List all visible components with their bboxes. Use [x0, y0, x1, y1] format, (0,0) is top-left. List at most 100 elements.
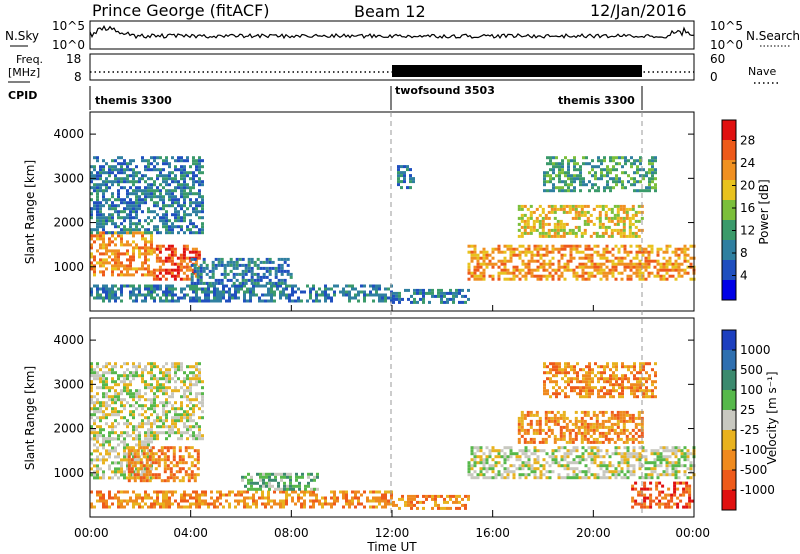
velocity-cell [93, 449, 96, 453]
velocity-cell [144, 398, 147, 402]
power-cell [623, 262, 627, 266]
velocity-cell [93, 428, 96, 432]
velocity-cell [90, 467, 93, 471]
power-cell [544, 216, 548, 220]
power-cell [584, 247, 588, 251]
velocity-cell [526, 410, 530, 414]
velocity-cell [638, 455, 642, 459]
power-cell [96, 159, 99, 163]
power-cell [195, 207, 198, 211]
power-cell [524, 250, 528, 254]
noise-right-label: N.Search [746, 29, 800, 43]
velocity-cell [127, 467, 131, 471]
velocity-cell [599, 467, 603, 471]
power-cell [126, 231, 129, 235]
power-cell [196, 266, 200, 270]
power-cell [564, 174, 567, 178]
power-cell [617, 256, 621, 260]
power-cell [273, 293, 276, 297]
power-cell [123, 228, 126, 232]
power-cell [683, 250, 687, 254]
power-cell [581, 274, 585, 278]
velocity-cell [145, 473, 149, 477]
power-cell [135, 287, 138, 291]
power-cell [630, 162, 633, 166]
velocity-cell [378, 499, 381, 503]
velocity-cell [165, 404, 168, 408]
power-cell [153, 204, 156, 208]
velocity-cell [166, 476, 170, 480]
power-cell [185, 277, 189, 281]
power-cell [552, 183, 555, 187]
power-cell [656, 259, 660, 263]
power-cell [532, 219, 536, 223]
power-cell [234, 293, 237, 297]
power-cell [671, 250, 675, 254]
power-cell [147, 231, 150, 235]
power-cell [211, 260, 215, 264]
power-cell [189, 228, 192, 232]
power-colorbar-tick-label: 8 [740, 246, 748, 260]
power-cell [123, 168, 126, 172]
power-cell [512, 271, 516, 275]
velocity-cell [156, 437, 159, 441]
velocity-cell [186, 437, 189, 441]
power-cell [533, 268, 537, 272]
velocity-cell [177, 419, 180, 423]
velocity-cell [135, 401, 138, 405]
power-cell [607, 219, 611, 223]
power-cell [114, 174, 117, 178]
power-cell [651, 177, 654, 181]
power-cell [253, 263, 257, 267]
power-cell [99, 165, 102, 169]
power-cell [237, 290, 240, 294]
power-cell [671, 274, 675, 278]
velocity-cell [538, 440, 542, 444]
velocity-cell [437, 506, 440, 510]
power-cell [195, 293, 198, 297]
power-cell [545, 247, 549, 251]
power-cell [189, 201, 192, 205]
velocity-cell [156, 419, 159, 423]
power-cell [123, 162, 126, 166]
power-cell [553, 204, 557, 208]
power-cell [129, 159, 132, 163]
power-cell [619, 228, 623, 232]
velocity-cell [556, 410, 560, 414]
power-cell [165, 204, 168, 208]
power-cell [105, 252, 108, 256]
power-panel-frame [89, 111, 695, 312]
velocity-cell [186, 416, 189, 420]
power-cell [283, 257, 287, 261]
power-cell [162, 195, 165, 199]
velocity-cell [99, 476, 102, 480]
power-cell [174, 177, 177, 181]
velocity-cell [111, 401, 114, 405]
power-cell [105, 293, 108, 297]
velocity-cell [333, 496, 336, 500]
velocity-cell [473, 464, 477, 468]
velocity-cell [315, 493, 318, 497]
velocity-cell [573, 365, 576, 369]
velocity-cell [560, 476, 564, 480]
velocity-cell [615, 365, 618, 369]
velocity-cell [178, 458, 182, 462]
power-cell [665, 247, 669, 251]
power-cell [551, 277, 555, 281]
power-cell [546, 162, 549, 166]
power-cell [606, 186, 609, 190]
noise-left-tick-bottom: 10^0 [52, 38, 85, 52]
velocity-cell [162, 496, 165, 500]
power-cell [403, 174, 406, 178]
power-cell [527, 259, 531, 263]
velocity-cell [162, 499, 165, 503]
power-cell [683, 271, 687, 275]
power-cell [183, 177, 186, 181]
power-cell [267, 293, 270, 297]
velocity-cell [279, 499, 282, 503]
velocity-cell [562, 425, 566, 429]
velocity-cell [482, 476, 486, 480]
velocity-cell [96, 476, 99, 480]
velocity-cell [569, 476, 573, 480]
power-cell [446, 300, 449, 304]
